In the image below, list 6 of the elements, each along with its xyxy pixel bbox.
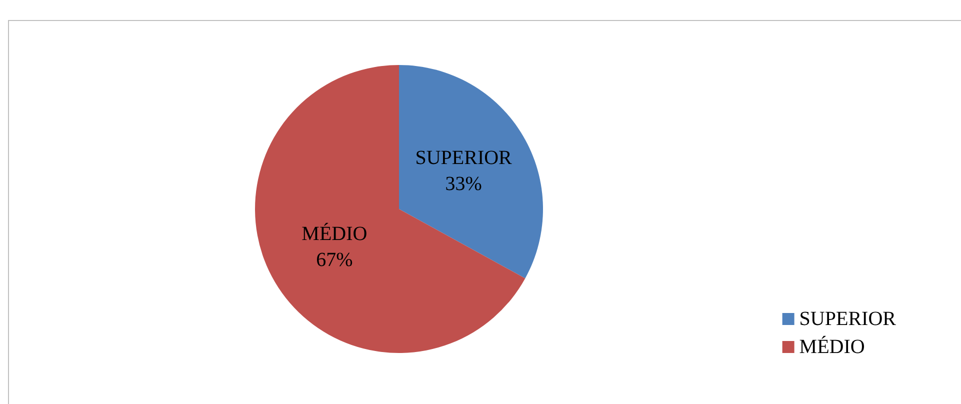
- legend-label: SUPERIOR: [799, 308, 897, 330]
- slice-label: SUPERIOR: [415, 146, 513, 169]
- data-label: 33%: [445, 172, 482, 195]
- data-label: 67%: [316, 249, 353, 272]
- slice-label: MÉDIO: [302, 222, 368, 246]
- legend-label: MÉDIO: [799, 335, 865, 358]
